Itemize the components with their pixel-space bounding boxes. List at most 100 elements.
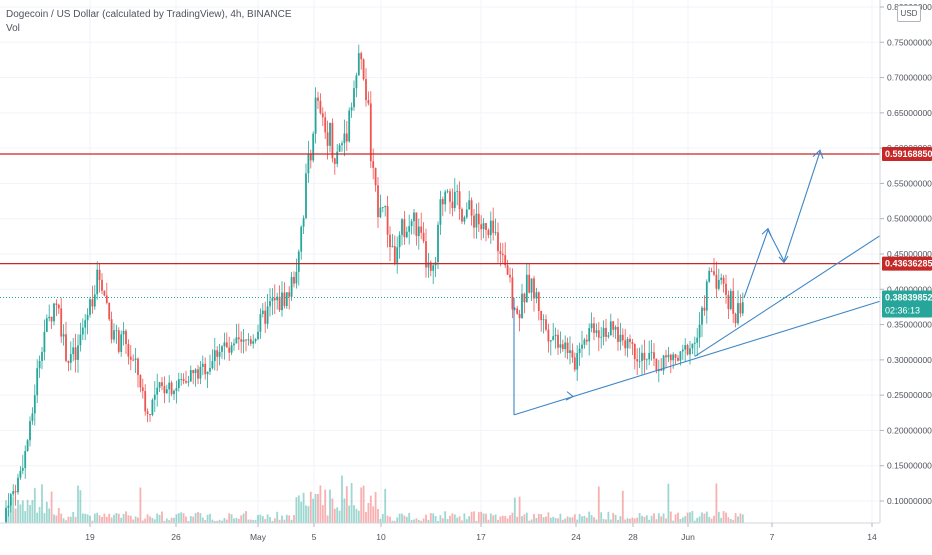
horizontal-levels[interactable] bbox=[0, 153, 880, 298]
candle-body bbox=[509, 274, 511, 278]
candle-body bbox=[163, 385, 166, 394]
candle-body bbox=[194, 369, 197, 374]
price-axis-label: 0.45000000 bbox=[887, 249, 932, 259]
volume-bar bbox=[187, 520, 190, 523]
volume-bar bbox=[403, 515, 406, 523]
time-axis-label: 28 bbox=[628, 532, 638, 542]
volume-bar bbox=[492, 515, 495, 523]
volume-bar bbox=[554, 517, 557, 523]
volume-bar bbox=[439, 515, 442, 523]
volume-bar bbox=[463, 513, 466, 523]
candle-body bbox=[36, 368, 39, 396]
volume-bar bbox=[333, 508, 336, 523]
volume-bar bbox=[470, 511, 473, 523]
trend-drawings[interactable] bbox=[513, 149, 881, 416]
symbol-title: Dogecoin / US Dollar (calculated by Trad… bbox=[6, 9, 292, 20]
volume-bar bbox=[266, 514, 269, 523]
candle-body bbox=[204, 363, 207, 375]
candle-body bbox=[499, 251, 502, 254]
volume-bar bbox=[293, 515, 295, 523]
volume-bar bbox=[530, 519, 533, 523]
candle-body bbox=[333, 158, 336, 164]
candle-body bbox=[516, 308, 519, 314]
volume-bar bbox=[230, 514, 233, 523]
volume-bar bbox=[662, 513, 665, 523]
candle-body bbox=[257, 331, 259, 340]
volume-bar bbox=[309, 491, 312, 523]
volume-bar bbox=[206, 514, 209, 523]
candle-body bbox=[285, 292, 288, 307]
candle-body bbox=[708, 270, 711, 282]
candle-body bbox=[523, 293, 526, 303]
candle-body bbox=[369, 103, 372, 162]
candle-body bbox=[326, 132, 329, 146]
volume-bar bbox=[446, 519, 449, 523]
candle-body bbox=[542, 319, 545, 321]
candle-body bbox=[389, 234, 391, 248]
volume-bar bbox=[96, 512, 99, 523]
volume-bar bbox=[180, 512, 183, 523]
candle-body bbox=[379, 207, 382, 218]
currency-button[interactable]: USD bbox=[897, 5, 921, 22]
volume-bar bbox=[597, 486, 600, 523]
volume-bar bbox=[559, 513, 562, 523]
volume-bar bbox=[398, 513, 401, 523]
volume-bar bbox=[233, 518, 235, 523]
candle-body bbox=[144, 391, 147, 412]
level-price-tag-text: 0.59168850 bbox=[885, 149, 932, 159]
candle-body bbox=[276, 296, 279, 301]
candle-body bbox=[533, 278, 535, 299]
candle-body bbox=[463, 217, 466, 222]
volume-bar bbox=[355, 508, 358, 523]
candle-body bbox=[110, 319, 113, 340]
candle-body bbox=[429, 262, 432, 271]
volume-bar bbox=[602, 519, 605, 523]
level-price-tag bbox=[882, 147, 932, 162]
last-price-tag-text: 0.38839852 bbox=[885, 292, 932, 302]
volume-bar bbox=[149, 516, 151, 523]
volume-bar bbox=[449, 515, 451, 523]
volume-bar bbox=[617, 519, 619, 523]
volume-bar bbox=[48, 508, 51, 523]
candle-body bbox=[185, 381, 187, 383]
candle-body bbox=[559, 344, 562, 348]
price-axis-label: 0.15000000 bbox=[887, 461, 932, 471]
time-axis[interactable]: 19 26 May 5 10 17 24 28 Jun 7 14 bbox=[0, 522, 880, 542]
volume-bar bbox=[669, 511, 672, 523]
candle-body bbox=[19, 470, 22, 478]
volume-bar bbox=[485, 513, 487, 523]
candle-body bbox=[29, 421, 31, 441]
volume-bar bbox=[345, 486, 348, 523]
volume-bar bbox=[84, 513, 87, 523]
volume-bar bbox=[14, 508, 17, 523]
candle-body bbox=[168, 382, 171, 390]
candle-body bbox=[650, 352, 653, 354]
candle-body bbox=[384, 206, 387, 208]
time-axis-label: 7 bbox=[770, 532, 775, 542]
volume-bar bbox=[451, 513, 454, 523]
volume-bar bbox=[288, 515, 291, 523]
volume-bar bbox=[110, 517, 113, 523]
candle-body bbox=[732, 290, 735, 314]
candle-body bbox=[173, 390, 175, 395]
volume-bar bbox=[643, 517, 646, 523]
candle-body bbox=[271, 298, 274, 302]
volume-bar bbox=[487, 519, 490, 523]
candle-body bbox=[12, 491, 15, 495]
volume-bar bbox=[674, 514, 677, 523]
price-axis-label: 0.55000000 bbox=[887, 178, 932, 188]
volume-bar bbox=[211, 519, 214, 523]
volume-bar bbox=[641, 515, 643, 523]
candle-body bbox=[67, 360, 70, 363]
volume-indicator-label[interactable]: Vol bbox=[6, 23, 20, 34]
volume-bar bbox=[518, 496, 521, 523]
volume-bar bbox=[331, 498, 334, 523]
volume-bar bbox=[21, 500, 24, 523]
volume-bar bbox=[725, 512, 727, 523]
volume-bar bbox=[151, 517, 154, 523]
volume-bar bbox=[105, 516, 108, 523]
volume-bar bbox=[513, 497, 516, 523]
candle-body bbox=[91, 299, 94, 307]
